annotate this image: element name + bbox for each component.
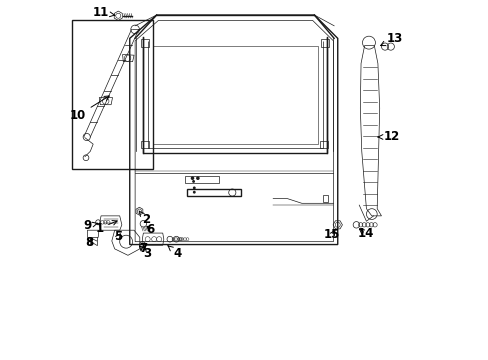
Text: 10: 10 bbox=[69, 96, 109, 122]
Text: 7: 7 bbox=[139, 242, 147, 255]
Text: 13: 13 bbox=[380, 32, 403, 46]
Text: 2: 2 bbox=[139, 211, 150, 226]
Text: 5: 5 bbox=[114, 230, 122, 243]
Text: 1: 1 bbox=[95, 221, 117, 235]
Circle shape bbox=[192, 186, 195, 189]
Text: 6: 6 bbox=[146, 223, 154, 236]
Text: 15: 15 bbox=[324, 228, 340, 241]
Text: 9: 9 bbox=[83, 219, 97, 233]
Text: 4: 4 bbox=[167, 246, 181, 260]
Circle shape bbox=[192, 191, 195, 194]
Circle shape bbox=[190, 176, 194, 180]
Circle shape bbox=[196, 176, 199, 180]
Text: 14: 14 bbox=[357, 227, 373, 240]
Bar bbox=[72, 21, 153, 169]
Text: 12: 12 bbox=[377, 130, 400, 144]
Bar bbox=[323, 195, 327, 202]
Circle shape bbox=[192, 180, 195, 183]
Text: 8: 8 bbox=[85, 236, 94, 249]
Text: 11: 11 bbox=[93, 6, 115, 19]
Text: 3: 3 bbox=[139, 246, 151, 260]
